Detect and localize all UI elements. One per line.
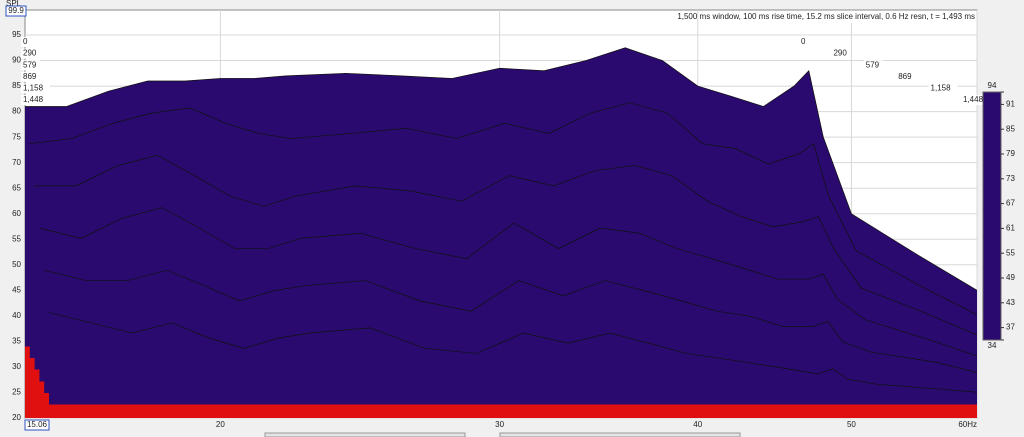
slice-line (44, 269, 977, 374)
x-tick-label: 60Hz (958, 420, 977, 429)
time-label: 869 (898, 72, 912, 81)
time-label-box (896, 71, 916, 82)
annotation: 1,500 ms window, 100 ms rise time, 15.2 … (677, 12, 975, 21)
colorbar-tick-label: 43 (1006, 298, 1015, 307)
y-tick-label: 40 (12, 311, 21, 320)
annotation-box (703, 11, 976, 23)
control-strip[interactable] (499, 432, 741, 437)
y-tick-label: 65 (12, 183, 21, 192)
x-tick-label: 30 (495, 420, 504, 429)
y-tick-label: 55 (12, 234, 21, 243)
time-label-box (21, 60, 40, 71)
colorbar-tick-label: 73 (1006, 174, 1015, 183)
y-tick-label: 85 (12, 81, 21, 90)
time-label-box (21, 83, 50, 94)
slice-line (29, 102, 977, 316)
y-max-label: 99.9 (8, 6, 24, 15)
y-tick-label: 30 (12, 362, 21, 371)
colorbar-tick-label: 37 (1006, 323, 1015, 332)
colorbar-tick-label: 94 (988, 81, 997, 90)
time-label: 579 (23, 60, 37, 69)
time-label-box (21, 48, 40, 59)
time-label: 1,158 (931, 83, 952, 92)
y-tick-label: 20 (12, 413, 21, 422)
x-min-label: 15.06 (27, 420, 48, 429)
time-label: 1,158 (23, 83, 44, 92)
x-tick-label: 20 (216, 420, 225, 429)
y-tick-label: 45 (12, 285, 21, 294)
x-tick-label: 50 (847, 420, 856, 429)
time-label: 1,448 (963, 95, 984, 104)
colorbar (982, 91, 1002, 341)
colorbar-tick-label: 79 (1006, 149, 1015, 158)
time-label-box (21, 37, 30, 47)
time-label: 1,448 (23, 95, 44, 104)
x-min-box (24, 419, 50, 431)
slice-area (49, 312, 977, 418)
colorbar-tick-label: 91 (1006, 100, 1015, 109)
time-label-box (799, 37, 808, 47)
y-tick-label: 75 (12, 132, 21, 141)
control-strip[interactable] (264, 432, 466, 437)
time-label-box (928, 83, 958, 94)
time-label-box (21, 71, 40, 82)
slice-line (39, 207, 977, 357)
y-tick-label: 70 (12, 158, 21, 167)
y-tick-label: 50 (12, 260, 21, 269)
time-label: 290 (833, 49, 847, 58)
slice-line (34, 154, 977, 336)
y-tick-label: 95 (12, 30, 21, 39)
colorbar-tick-label: 61 (1006, 224, 1015, 233)
y-tick-label: 25 (12, 388, 21, 397)
time-label-box (21, 95, 50, 105)
time-label: 0 (23, 37, 28, 46)
time-label-box (863, 60, 883, 71)
y-max-box (5, 5, 27, 17)
time-label: 869 (23, 72, 37, 81)
colorbar-tick-label: 34 (988, 341, 997, 350)
y-tick-label: 60 (12, 209, 21, 218)
slice-line (48, 312, 977, 393)
y-tick-label: 80 (12, 107, 21, 116)
time-label-box (831, 48, 851, 59)
x-tick-label: 40 (693, 420, 702, 429)
y-tick-label: 90 (12, 56, 21, 65)
colorbar-tick-label: 67 (1006, 199, 1015, 208)
time-label: 0 (801, 37, 806, 46)
y-axis-label: SPL (6, 0, 22, 8)
time-label: 290 (23, 49, 37, 58)
slice-line (25, 47, 977, 291)
colorbar-tick-label: 55 (1006, 248, 1015, 257)
colorbar-tick-label: 85 (1006, 124, 1015, 133)
time-label-box (961, 95, 990, 105)
waterfall (25, 47, 977, 418)
time-label: 579 (866, 60, 880, 69)
y-tick-label: 35 (12, 337, 21, 346)
colorbar-tick-label: 49 (1006, 273, 1015, 282)
